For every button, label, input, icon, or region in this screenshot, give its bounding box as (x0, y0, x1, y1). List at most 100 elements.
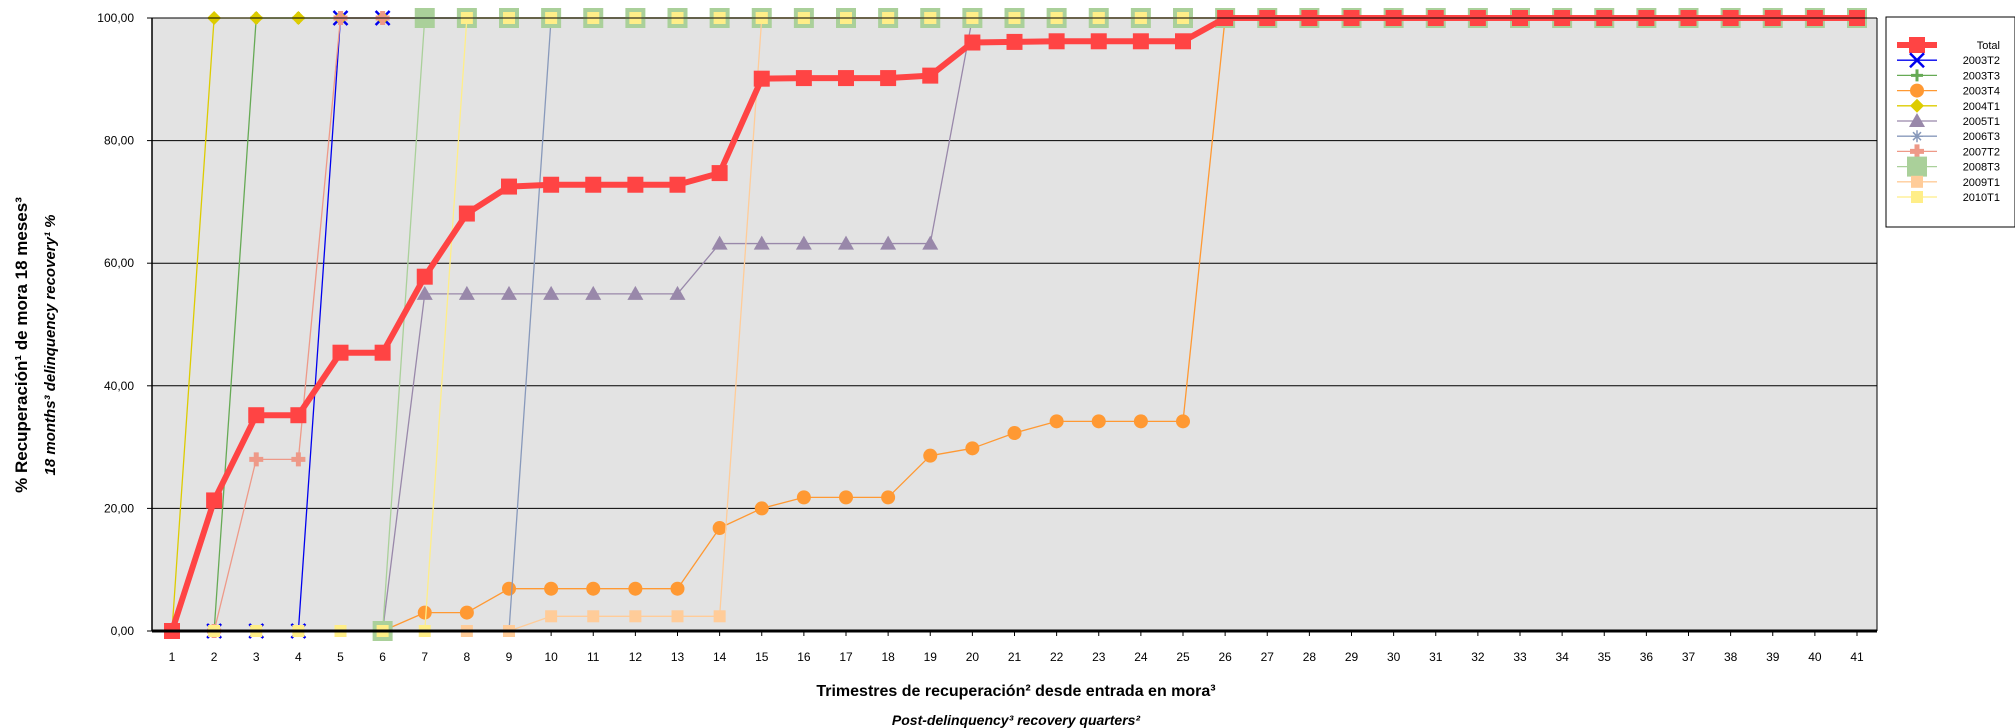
y-tick-label: 0,00 (111, 624, 135, 638)
data-point (1911, 175, 1923, 188)
y-axis-subtitle: 18 months³ delinquency recovery¹ % (42, 215, 59, 476)
data-point (332, 344, 349, 361)
x-axis-title: Trimestres de recuperación² desde entrad… (816, 683, 1215, 700)
legend-item-total: Total (1897, 37, 2000, 53)
x-tick-label: 17 (839, 650, 853, 664)
data-point (964, 34, 981, 51)
legend-item-2007t2: 2007T2 (1897, 144, 2000, 159)
data-point (1175, 33, 1191, 50)
x-tick-label: 7 (421, 650, 428, 664)
x-tick-label: 28 (1303, 650, 1317, 664)
legend-item-2005t1: 2005T1 (1897, 113, 2000, 128)
x-tick-label: 1 (169, 650, 176, 664)
x-tick-label: 4 (295, 650, 302, 664)
legend-item-2006t3: 2006T3 (1897, 130, 2000, 143)
data-point (627, 176, 644, 193)
x-tick-label: 30 (1387, 650, 1401, 664)
x-tick-label: 9 (506, 650, 513, 664)
data-point (1133, 414, 1148, 429)
data-point (1049, 414, 1064, 429)
x-tick-label: 33 (1513, 650, 1527, 664)
data-point (458, 285, 475, 300)
data-point (374, 344, 391, 361)
data-point (501, 285, 517, 300)
data-point (922, 67, 939, 84)
legend-item-2009t1: 2009T1 (1897, 175, 2000, 189)
data-point (796, 490, 811, 505)
x-tick-label: 27 (1261, 650, 1275, 664)
data-point (1911, 130, 1923, 143)
data-point (248, 407, 265, 424)
data-point (922, 235, 939, 250)
data-point (1048, 33, 1065, 50)
legend-label: 2003T3 (1963, 70, 2000, 82)
data-point (1910, 98, 1924, 113)
legend-item-2003t2: 2003T2 (1897, 52, 2000, 69)
data-point (249, 452, 264, 467)
x-tick-label: 6 (379, 650, 386, 664)
data-point (669, 176, 686, 193)
data-point (838, 70, 854, 87)
legend-item-2004t1: 2004T1 (1897, 98, 2000, 113)
y-tick-label: 100,00 (97, 11, 134, 25)
x-tick-label: 14 (713, 650, 727, 664)
x-tick-label: 22 (1050, 650, 1064, 664)
x-tick-label: 38 (1724, 650, 1738, 664)
x-tick-label: 37 (1682, 650, 1696, 664)
x-tick-label: 20 (966, 650, 980, 664)
data-point (291, 452, 306, 467)
data-point (585, 176, 602, 193)
data-point (290, 407, 307, 424)
x-tick-label: 11 (587, 650, 600, 664)
x-tick-label: 24 (1134, 650, 1148, 664)
x-tick-label: 35 (1598, 650, 1612, 664)
data-point (1907, 156, 1927, 177)
data-point (754, 501, 769, 516)
data-point (1911, 69, 1923, 82)
data-point (544, 581, 559, 596)
x-tick-label: 31 (1429, 650, 1443, 664)
plot-area (152, 18, 1877, 631)
x-tick-label: 34 (1555, 650, 1569, 664)
x-tick-label: 25 (1176, 650, 1190, 664)
data-point (1007, 426, 1022, 441)
data-point (1909, 37, 1925, 53)
data-point (838, 235, 854, 250)
data-point (585, 285, 602, 300)
data-point (458, 205, 475, 222)
data-point (543, 285, 560, 300)
legend-label: Total (1977, 40, 2000, 52)
legend: Total 2003T2 2003T3 2003T4 2004T1 2005T1 2006T… (1885, 16, 2015, 228)
data-point (923, 448, 938, 463)
data-point (1910, 83, 1924, 98)
data-point (795, 70, 812, 87)
data-point (206, 492, 223, 509)
data-point (839, 490, 853, 505)
legend-label: 2008T3 (1963, 162, 2000, 174)
x-tick-label: 23 (1092, 650, 1106, 664)
data-point (629, 610, 642, 623)
data-point (627, 285, 644, 300)
x-tick-label: 8 (464, 650, 471, 664)
legend-item-2008t3: 2008T3 (1897, 156, 2000, 177)
data-point (501, 178, 517, 195)
data-point (669, 285, 686, 300)
data-point (712, 521, 727, 536)
x-tick-label: 2 (211, 650, 218, 664)
data-point (753, 235, 770, 250)
data-point (417, 605, 432, 620)
x-tick-label: 15 (755, 650, 769, 664)
data-point (795, 235, 812, 250)
data-point (1911, 191, 1923, 203)
legend-label: 2007T2 (1963, 146, 2000, 158)
data-point (965, 441, 980, 456)
data-point (586, 581, 601, 596)
data-point (711, 165, 728, 182)
legend-label: 2004T1 (1963, 101, 2000, 113)
data-point (545, 610, 558, 623)
y-tick-label: 80,00 (104, 134, 134, 148)
x-tick-label: 5 (337, 650, 344, 664)
x-tick-label: 3 (253, 650, 260, 664)
y-axis-title: % Recuperación¹ de mora 18 meses³ (12, 197, 31, 493)
